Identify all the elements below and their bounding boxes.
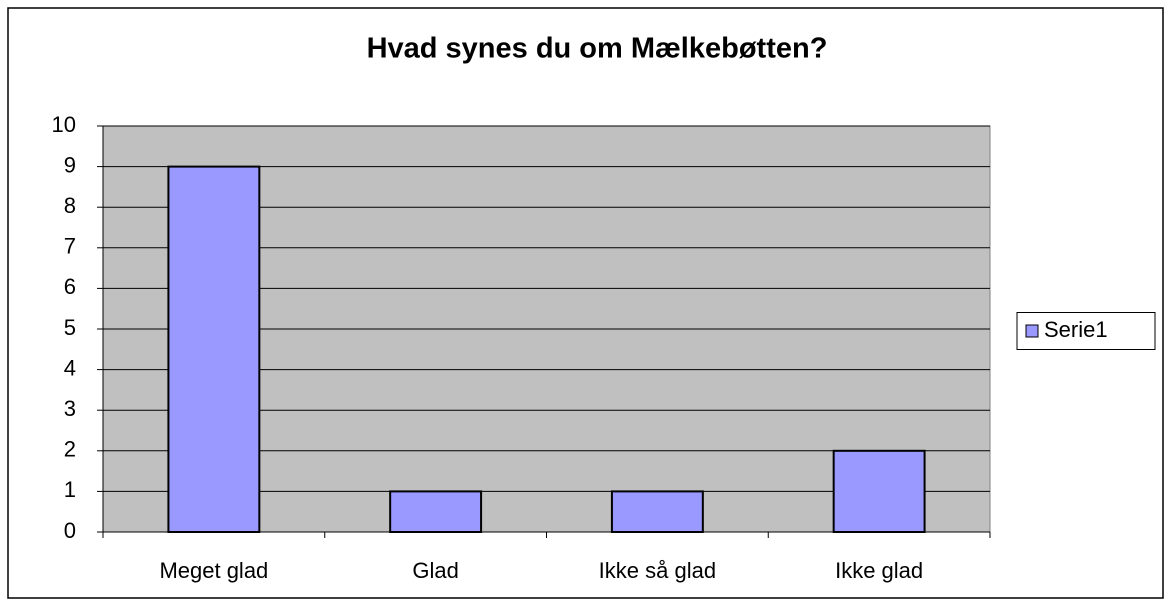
- y-tick-label: 9: [64, 152, 76, 177]
- y-tick-label: 7: [64, 234, 76, 259]
- legend-label: Serie1: [1044, 317, 1108, 342]
- x-tick-label: Glad: [412, 558, 458, 583]
- bar: [389, 490, 483, 533]
- x-tick-label: Ikke så glad: [599, 558, 716, 583]
- bar: [832, 449, 926, 533]
- legend-swatch: [1025, 324, 1039, 338]
- y-tick-label: 4: [64, 355, 76, 380]
- bar: [167, 165, 261, 533]
- y-tick-label: 3: [64, 396, 76, 421]
- y-tick-label: 8: [64, 193, 76, 218]
- y-tick-label: 10: [52, 112, 76, 137]
- chart-title: Hvad synes du om Mælkebøtten?: [367, 33, 828, 65]
- y-tick-label: 2: [64, 437, 76, 462]
- y-tick-label: 0: [64, 518, 76, 543]
- legend-box: [1016, 312, 1156, 350]
- y-tick-label: 5: [64, 315, 76, 340]
- x-tick-label: Meget glad: [159, 558, 268, 583]
- bar: [610, 490, 704, 533]
- x-tick-label: Ikke glad: [835, 558, 923, 583]
- y-tick-label: 6: [64, 274, 76, 299]
- y-tick-label: 1: [64, 477, 76, 502]
